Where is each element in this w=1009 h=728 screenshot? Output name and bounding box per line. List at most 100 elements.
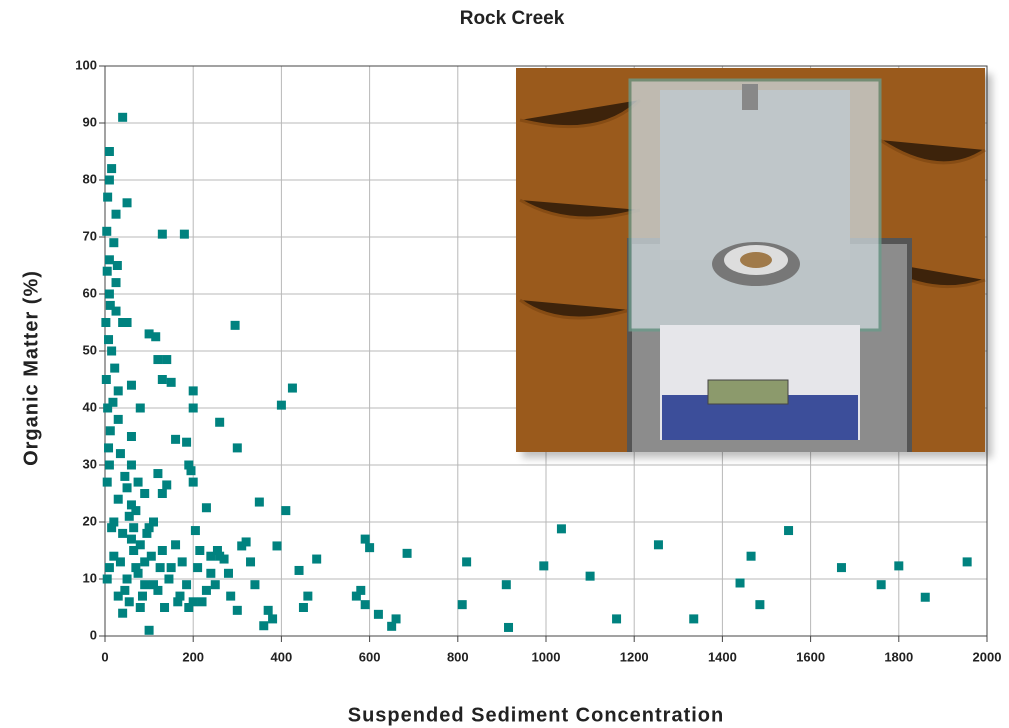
- point: [462, 557, 472, 567]
- x-tick-label: 600: [359, 649, 381, 664]
- point: [101, 318, 111, 327]
- point: [108, 397, 118, 407]
- point: [111, 278, 121, 288]
- point: [133, 568, 143, 578]
- point: [237, 541, 247, 551]
- point: [135, 540, 145, 550]
- point: [755, 600, 765, 610]
- point: [246, 557, 256, 567]
- point: [197, 597, 207, 607]
- point: [746, 551, 756, 561]
- point: [146, 551, 156, 561]
- point: [140, 489, 150, 498]
- point: [111, 209, 121, 219]
- point: [131, 506, 141, 516]
- x-tick-label: 1400: [708, 649, 737, 664]
- point: [124, 511, 134, 521]
- point: [124, 597, 134, 607]
- y-tick-label: 20: [83, 513, 97, 528]
- point: [365, 543, 375, 553]
- point: [175, 591, 185, 601]
- point: [101, 375, 111, 384]
- y-axis-label: Organic Matter (%): [20, 270, 42, 466]
- x-tick-label: 0: [101, 649, 108, 664]
- point: [836, 563, 846, 573]
- point: [298, 603, 308, 612]
- point: [177, 557, 187, 567]
- point: [312, 554, 322, 564]
- point: [226, 591, 236, 601]
- point: [287, 383, 297, 393]
- point: [126, 460, 136, 470]
- y-tick-label: 50: [83, 342, 97, 357]
- point: [111, 306, 121, 316]
- x-tick-label: 1200: [620, 649, 649, 664]
- point: [140, 580, 150, 590]
- y-tick-label: 0: [90, 627, 97, 642]
- point: [612, 614, 622, 624]
- point: [118, 528, 128, 538]
- point: [272, 541, 282, 551]
- point: [149, 517, 159, 527]
- point: [153, 585, 163, 595]
- point: [129, 523, 139, 533]
- point: [157, 375, 167, 384]
- point: [188, 477, 198, 487]
- point: [102, 226, 112, 236]
- y-tick-label: 90: [83, 114, 97, 129]
- point: [182, 437, 192, 447]
- point: [184, 460, 194, 470]
- point: [232, 605, 242, 615]
- point: [166, 377, 176, 387]
- point: [142, 528, 152, 538]
- point: [171, 540, 181, 550]
- point: [351, 591, 361, 601]
- point: [201, 503, 211, 513]
- point: [254, 497, 264, 507]
- point: [135, 403, 145, 413]
- point: [126, 432, 136, 441]
- point: [173, 597, 183, 607]
- x-tick-label: 400: [271, 649, 293, 664]
- point: [894, 561, 904, 571]
- point: [162, 480, 172, 490]
- point: [115, 449, 125, 459]
- point: [402, 548, 412, 558]
- point: [104, 443, 114, 453]
- point: [133, 477, 143, 487]
- point: [151, 332, 161, 342]
- point: [160, 603, 170, 612]
- point: [356, 585, 366, 595]
- point: [118, 318, 128, 327]
- point: [784, 526, 794, 536]
- point: [186, 466, 196, 476]
- point: [120, 585, 130, 595]
- point: [263, 605, 273, 615]
- point: [373, 609, 383, 619]
- point: [155, 563, 165, 573]
- y-tick-label: 60: [83, 285, 97, 300]
- point: [457, 600, 467, 610]
- point: [107, 164, 117, 174]
- y-tick-label: 10: [83, 570, 97, 585]
- point: [193, 563, 203, 573]
- point: [104, 460, 114, 470]
- x-tick-label: 800: [447, 649, 469, 664]
- point: [131, 563, 141, 573]
- point: [268, 614, 278, 624]
- point: [120, 471, 130, 481]
- point: [103, 192, 113, 202]
- point: [118, 112, 128, 122]
- point: [126, 380, 136, 390]
- point: [735, 578, 745, 588]
- point: [215, 417, 225, 427]
- point: [137, 591, 147, 601]
- point: [276, 400, 286, 410]
- point: [360, 534, 370, 544]
- point: [110, 363, 120, 373]
- point: [179, 229, 189, 239]
- x-tick-label: 2000: [973, 649, 1002, 664]
- point: [102, 477, 112, 487]
- point: [556, 524, 566, 534]
- point: [188, 403, 198, 413]
